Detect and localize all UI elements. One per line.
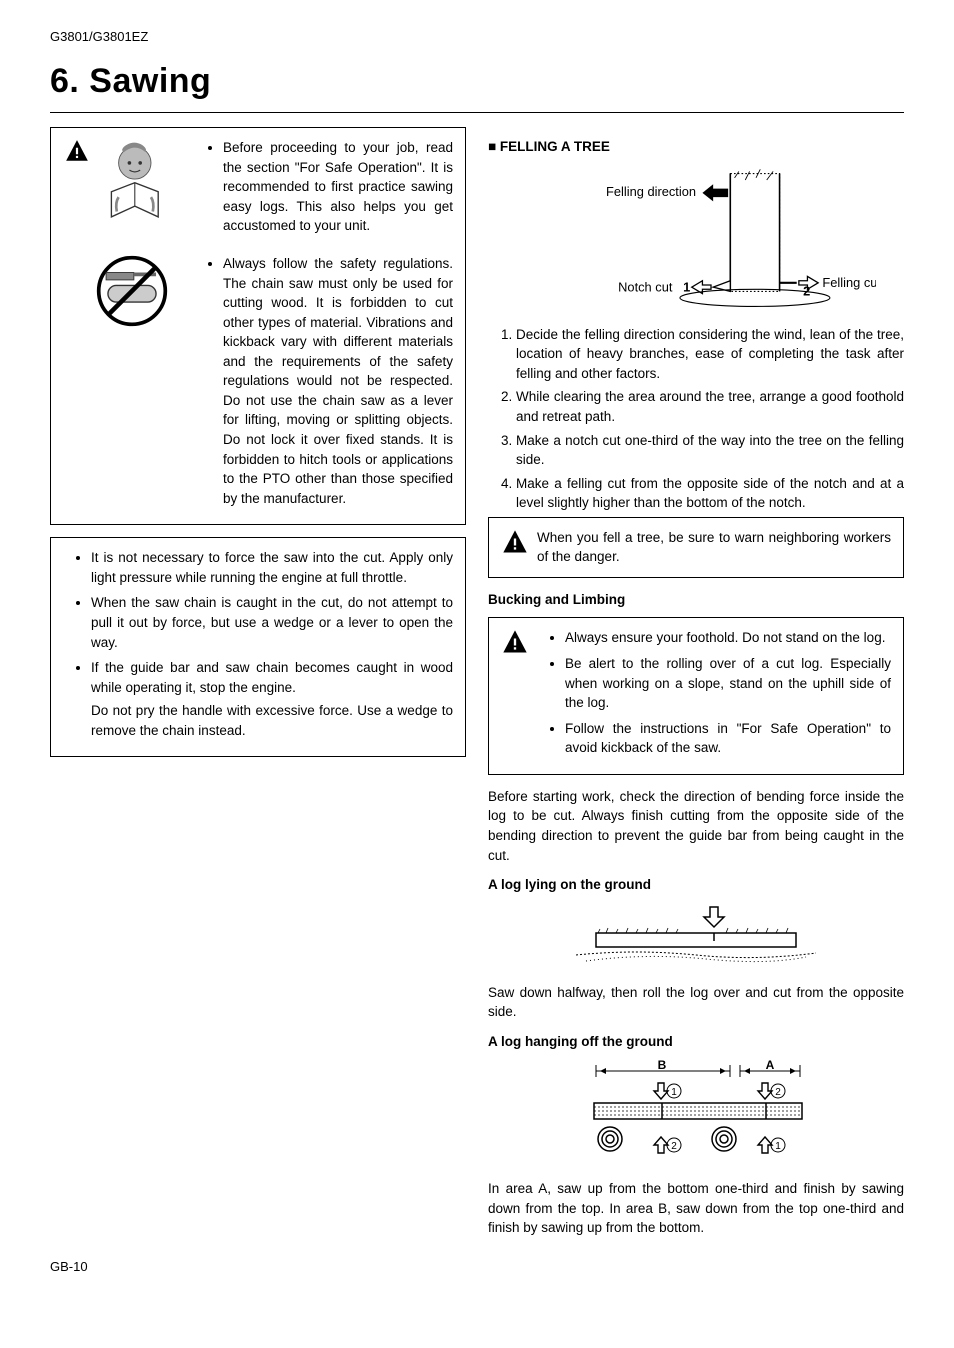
- step-2: While clearing the area around the tree,…: [516, 387, 904, 426]
- log-ground-diagram: [488, 903, 904, 973]
- step-1: Decide the felling direction considering…: [516, 325, 904, 384]
- warning-triangle-icon: [501, 628, 529, 656]
- felling-direction-label: Felling direction: [606, 184, 696, 199]
- bucking-heading: Bucking and Limbing: [488, 590, 904, 610]
- tip-2: When the saw chain is caught in the cut,…: [91, 593, 453, 652]
- log-ground-svg: [576, 903, 816, 973]
- warning1-list: Before proceeding to your job, read the …: [195, 138, 453, 242]
- section-title: 6. Sawing: [50, 57, 904, 106]
- log-hanging-heading: A log hanging off the ground: [488, 1032, 904, 1052]
- felling-warning-text: When you fell a tree, be sure to warn ne…: [537, 528, 891, 567]
- warning2-bullet: Always follow the safety regulations. Th…: [223, 254, 453, 508]
- page-number: GB-10: [50, 1258, 904, 1277]
- felling-diagram: Felling direction 1 Notch cut 2 Felling …: [488, 165, 904, 315]
- log-hanging-svg: B A 1 2: [576, 1059, 816, 1169]
- svg-text:2: 2: [775, 1087, 781, 1098]
- model-header: G3801/G3801EZ: [50, 28, 904, 47]
- safety-box: Before proceeding to your job, read the …: [50, 127, 466, 525]
- no-cut-material-icon: [95, 254, 169, 328]
- warning-block-2: Always follow the safety regulations. Th…: [63, 254, 453, 514]
- area-b-label: B: [658, 1059, 667, 1072]
- tips-box: It is not necessary to force the saw int…: [50, 537, 466, 757]
- warning2-list: Always follow the safety regulations. Th…: [195, 254, 453, 514]
- log-hanging-diagram: B A 1 2: [488, 1059, 904, 1169]
- warning-triangle-icon: [63, 138, 91, 164]
- svg-text:1: 1: [775, 1141, 781, 1152]
- tips-list: It is not necessary to force the saw int…: [63, 548, 453, 740]
- tip-3-cont: Do not pry the handle with excessive for…: [91, 701, 453, 740]
- log-hanging-paragraph: In area A, saw up from the bottom one-th…: [488, 1179, 904, 1238]
- svg-text:1: 1: [671, 1087, 677, 1098]
- bucking-b1: Always ensure your foothold. Do not stan…: [565, 628, 891, 648]
- felling-svg: Felling direction 1 Notch cut 2 Felling …: [516, 165, 876, 315]
- notch-number: 1: [683, 279, 690, 294]
- warning1-bullet: Before proceeding to your job, read the …: [223, 138, 453, 236]
- warning-block-1: Before proceeding to your job, read the …: [63, 138, 453, 242]
- right-column: FELLING A TREE Felling: [488, 127, 904, 1238]
- felling-warning-box: When you fell a tree, be sure to warn ne…: [488, 517, 904, 578]
- log-ground-paragraph: Saw down halfway, then roll the log over…: [488, 983, 904, 1022]
- notch-label: Notch cut: [618, 279, 673, 294]
- bucking-box: Always ensure your foothold. Do not stan…: [488, 617, 904, 774]
- warning-triangle-icon: [501, 528, 529, 556]
- felling-number: 2: [803, 283, 810, 298]
- tip-3-main: If the guide bar and saw chain becomes c…: [91, 660, 453, 695]
- bucking-list: Always ensure your foothold. Do not stan…: [537, 628, 891, 763]
- felling-cut-label: Felling cut: [822, 275, 876, 290]
- tip-3: If the guide bar and saw chain becomes c…: [91, 658, 453, 740]
- felling-heading: FELLING A TREE: [488, 137, 904, 157]
- content-columns: Before proceeding to your job, read the …: [50, 127, 904, 1238]
- step-4: Make a felling cut from the opposite sid…: [516, 474, 904, 513]
- tip-1: It is not necessary to force the saw int…: [91, 548, 453, 587]
- title-rule: [50, 112, 904, 113]
- left-column: Before proceeding to your job, read the …: [50, 127, 466, 1238]
- reading-person-icon: [97, 138, 169, 222]
- area-a-label: A: [766, 1059, 775, 1072]
- bucking-b3: Follow the instructions in "For Safe Ope…: [565, 719, 891, 758]
- step-3: Make a notch cut one-third of the way in…: [516, 431, 904, 470]
- felling-steps: Decide the felling direction considering…: [488, 325, 904, 513]
- bending-paragraph: Before starting work, check the directio…: [488, 787, 904, 865]
- bucking-b2: Be alert to the rolling over of a cut lo…: [565, 654, 891, 713]
- svg-text:2: 2: [671, 1141, 677, 1152]
- log-ground-heading: A log lying on the ground: [488, 875, 904, 895]
